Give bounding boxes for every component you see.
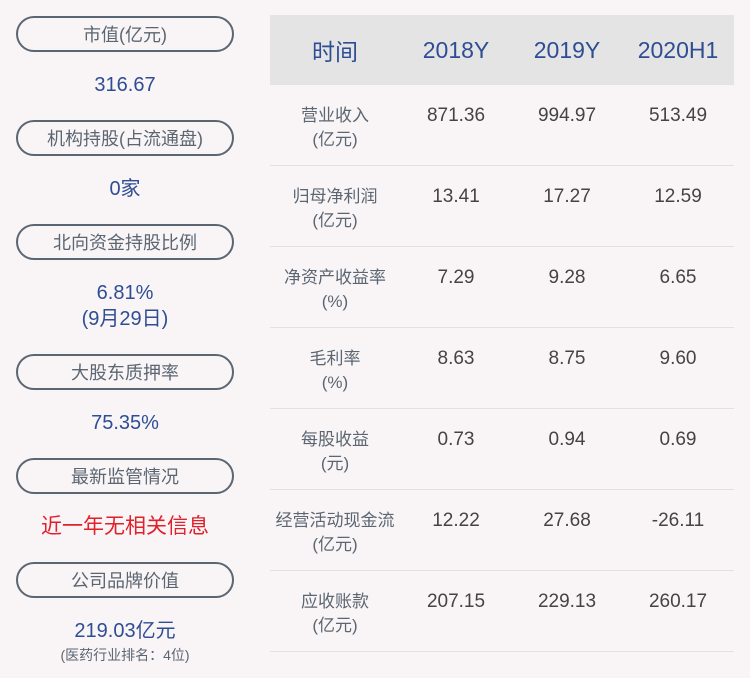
market-cap-value: 316.67 <box>94 74 156 96</box>
row-label: 毛利率 (%) <box>309 349 361 392</box>
row-label: 应收账款 (亿元) <box>301 592 369 635</box>
header-time: 时间 <box>312 39 358 65</box>
cell: 17.27 <box>543 186 591 207</box>
pledge-ratio-value: 75.35% <box>91 412 159 434</box>
northbound-ratio-date: (9月29日) <box>81 308 169 330</box>
cell: 12.59 <box>654 186 702 207</box>
table-row: 经营活动现金流 (亿元) 12.22 27.68 -26.11 <box>270 490 734 571</box>
financial-table: 时间 2018Y 2019Y 2020H1 营业收入 (亿元) 871.36 99… <box>270 15 734 652</box>
institution-holding-value: 0家 <box>109 178 141 200</box>
cell: 513.49 <box>648 105 708 126</box>
market-cap-label: 市值(亿元) <box>16 16 234 52</box>
table-row: 归母净利润 (亿元) 13.41 17.27 12.59 <box>270 166 734 247</box>
cell: 871.36 <box>426 105 486 126</box>
cell: 12.22 <box>432 510 480 531</box>
header-2020h1: 2020H1 <box>637 36 719 63</box>
cell: 7.29 <box>437 267 475 288</box>
table-row: 每股收益 (元) 0.73 0.94 0.69 <box>270 409 734 490</box>
table-header: 时间 2018Y 2019Y 2020H1 <box>270 15 734 85</box>
table-row: 应收账款 (亿元) 207.15 229.13 260.17 <box>270 571 734 652</box>
cell: 994.97 <box>537 105 597 126</box>
cell: 0.69 <box>659 429 697 450</box>
cell: 207.15 <box>426 591 486 612</box>
cell: 8.75 <box>548 348 586 369</box>
cell: 260.17 <box>648 591 708 612</box>
pledge-ratio-label: 大股东质押率 <box>16 354 234 390</box>
table-row: 净资产收益率 (%) 7.29 9.28 6.65 <box>270 247 734 328</box>
cell: 6.65 <box>659 267 697 288</box>
row-label: 经营活动现金流 (亿元) <box>275 511 395 554</box>
header-2019: 2019Y <box>533 36 601 63</box>
regulation-label: 最新监管情况 <box>16 458 234 494</box>
cell: 9.28 <box>548 267 586 288</box>
cell: 13.41 <box>432 186 480 207</box>
cell: 229.13 <box>537 591 597 612</box>
brand-rank-note: (医药行业排名：4位) <box>60 647 190 663</box>
cell: 27.68 <box>543 510 591 531</box>
row-label: 每股收益 (元) <box>301 430 369 473</box>
row-label: 净资产收益率 (%) <box>284 268 386 311</box>
brand-value-value: 219.03亿元 <box>74 620 176 642</box>
northbound-ratio-value: 6.81% <box>96 282 154 304</box>
cell: 8.63 <box>437 348 475 369</box>
row-label: 归母净利润 (亿元) <box>292 187 378 230</box>
header-2018: 2018Y <box>422 36 490 63</box>
cell: -26.11 <box>651 510 705 531</box>
table-row: 毛利率 (%) 8.63 8.75 9.60 <box>270 328 734 409</box>
row-label: 营业收入 (亿元) <box>301 106 369 149</box>
institution-holding-label: 机构持股(占流通盘) <box>16 120 234 156</box>
regulation-value: 近一年无相关信息 <box>41 515 209 538</box>
table-row: 营业收入 (亿元) 871.36 994.97 513.49 <box>270 85 734 166</box>
cell: 0.94 <box>548 429 586 450</box>
cell: 0.73 <box>437 429 475 450</box>
brand-value-label: 公司品牌价值 <box>16 562 234 598</box>
northbound-ratio-label: 北向资金持股比例 <box>16 224 234 260</box>
cell: 9.60 <box>659 348 697 369</box>
